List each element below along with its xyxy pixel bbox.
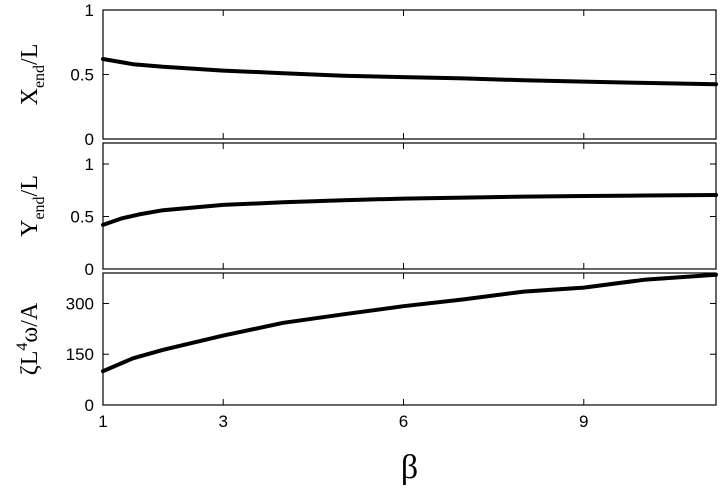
- plot-frame: [102, 272, 717, 406]
- y-tick-label: 1: [85, 155, 94, 174]
- y-axis-label: Yend/L: [17, 175, 48, 237]
- x-tick-label: 9: [579, 412, 588, 431]
- series-line: [101, 272, 718, 374]
- plot-frame: [102, 142, 717, 270]
- x-tick-label: 3: [218, 412, 227, 431]
- y-tick-label: 0.5: [70, 208, 94, 227]
- y-axis-label: Xend/L: [17, 44, 48, 106]
- x-tick-label: 1: [98, 412, 107, 431]
- y-tick-label: 0.5: [70, 66, 94, 85]
- x-axis-label: β: [401, 449, 418, 486]
- panel-1: 0 0.5 1 Xend/L: [17, 1, 718, 149]
- y-tick-label: 0: [85, 260, 94, 279]
- series-line: [101, 57, 718, 87]
- plot-frame: [102, 9, 717, 140]
- y-tick-label: 300: [66, 294, 94, 313]
- series-line: [101, 193, 718, 227]
- y-tick-label: 0: [85, 130, 94, 149]
- x-tick-label: 6: [399, 412, 408, 431]
- panel-2: 0 0.5 1 Yend/L: [17, 142, 718, 279]
- y-tick-label: 150: [66, 345, 94, 364]
- panel-3: 0 150 300 1 3 6 9 ζL4ω/A β: [14, 272, 718, 486]
- y-tick-label: 0: [85, 396, 94, 415]
- y-axis-label: ζL4ω/A: [14, 302, 43, 375]
- y-tick-label: 1: [85, 1, 94, 20]
